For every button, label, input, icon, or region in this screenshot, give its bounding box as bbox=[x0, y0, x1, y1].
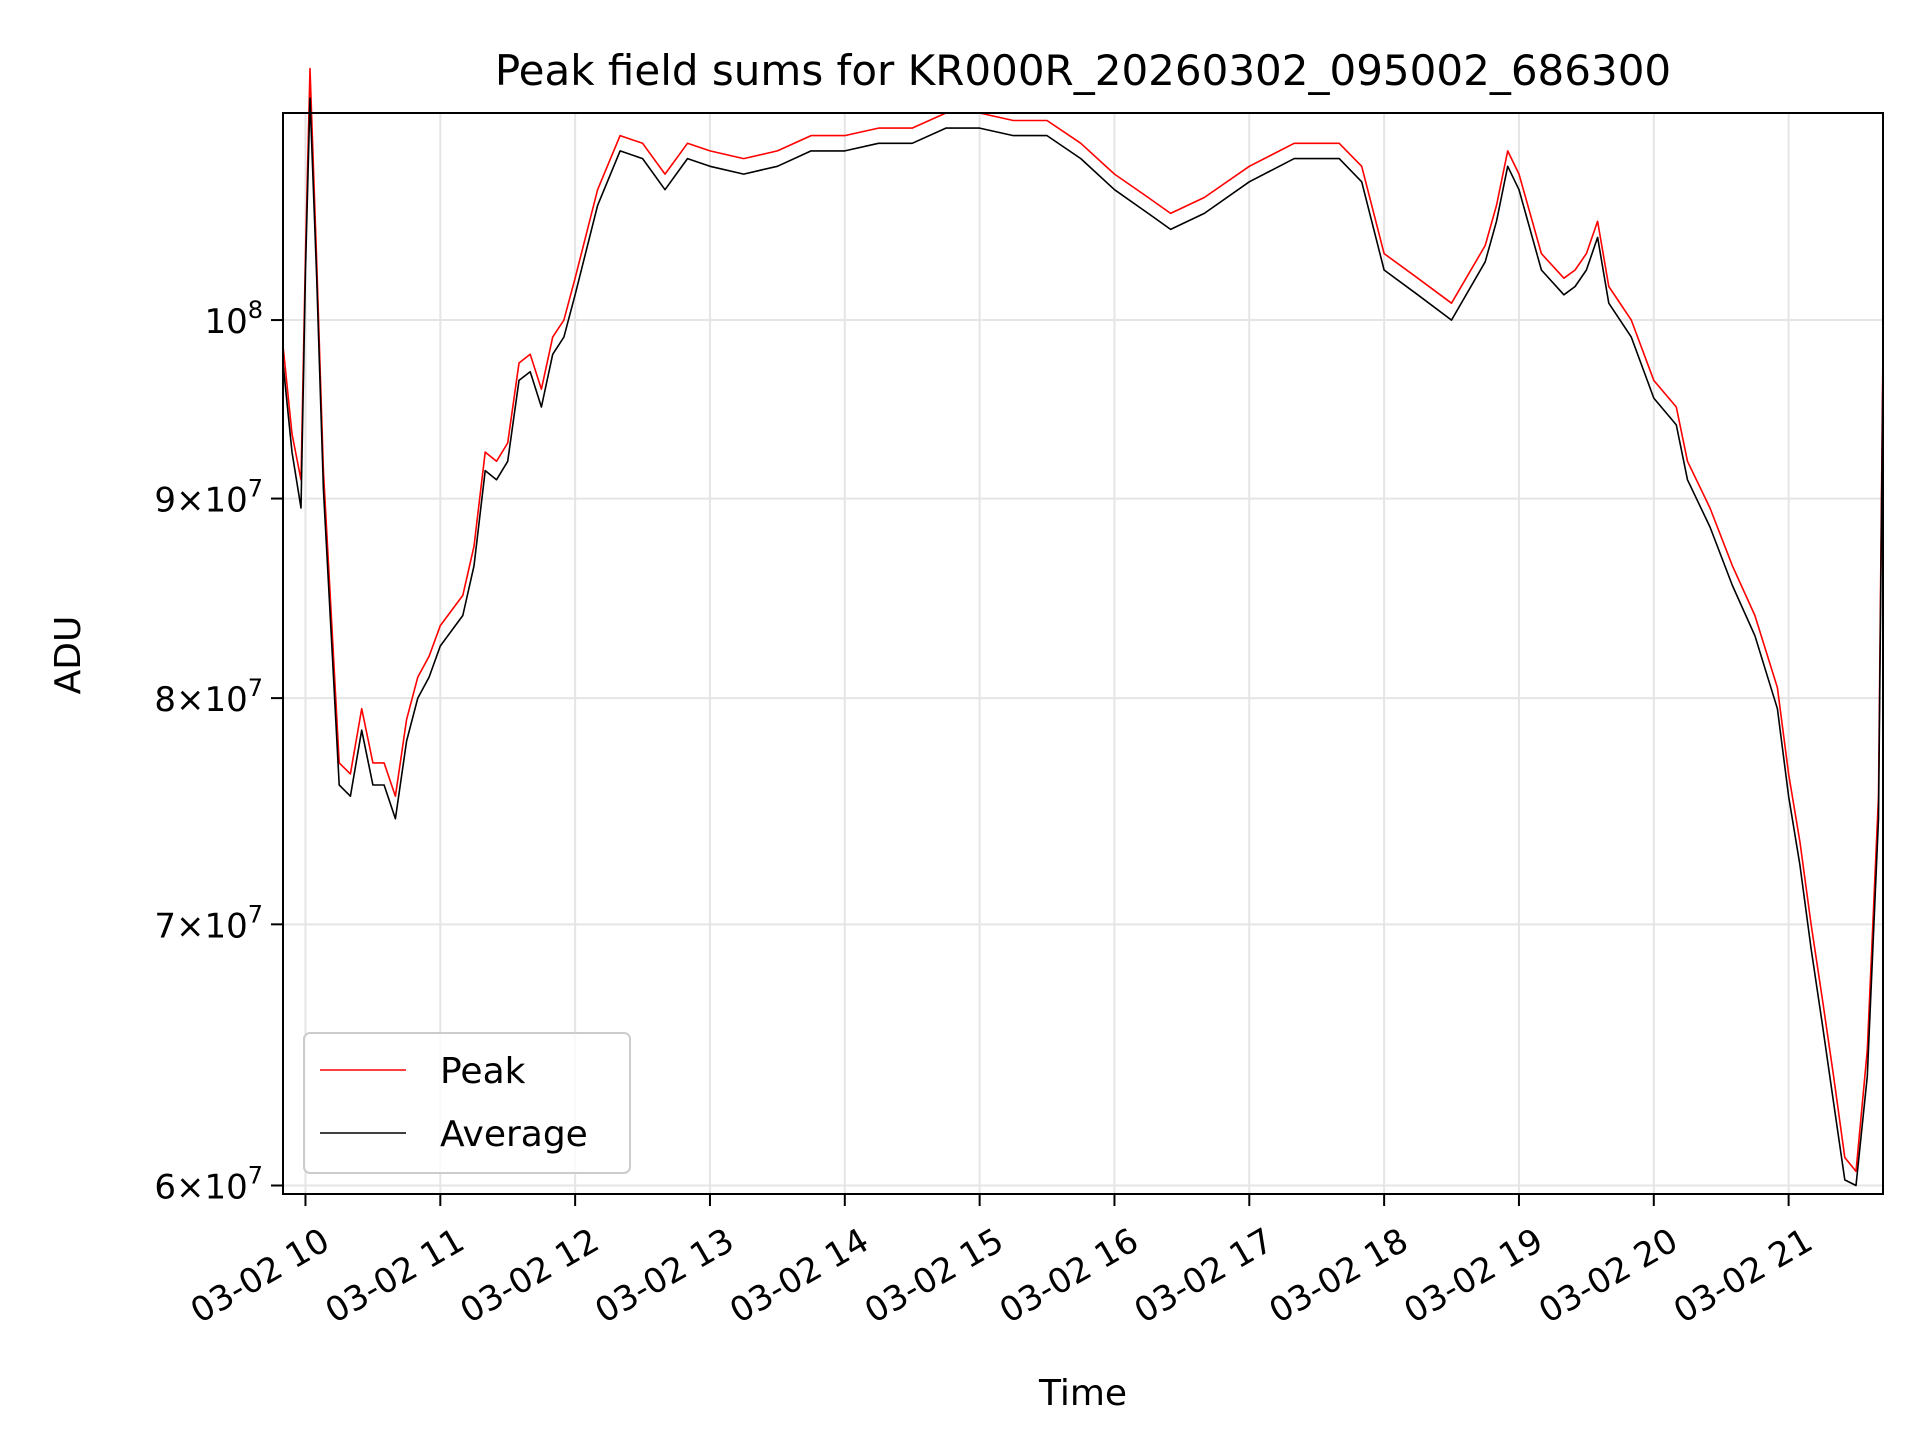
chart-title: Peak field sums for KR000R_20260302_0950… bbox=[495, 46, 1671, 95]
grid bbox=[283, 113, 1883, 1194]
plot-frame bbox=[282, 112, 1884, 1195]
legend-label-average: Average bbox=[440, 1114, 588, 1155]
y-tick-label: 6×107 bbox=[154, 1162, 263, 1208]
y-tick-label: 9×107 bbox=[154, 475, 263, 521]
y-tick-label: 108 bbox=[204, 296, 263, 342]
y-axis-label: ADU bbox=[48, 616, 89, 695]
series-line-average bbox=[282, 97, 1884, 1187]
legend-box bbox=[303, 1032, 631, 1174]
legend-label-peak: Peak bbox=[440, 1051, 526, 1092]
legend: Peak Average bbox=[303, 1032, 631, 1174]
y-tick-label: 8×107 bbox=[154, 674, 263, 720]
y-tick-label: 7×107 bbox=[154, 900, 263, 946]
y-axis-ticks: 6×107 7×107 8×107 9×107 108 bbox=[154, 296, 283, 1208]
x-axis-label: Time bbox=[1038, 1373, 1127, 1414]
